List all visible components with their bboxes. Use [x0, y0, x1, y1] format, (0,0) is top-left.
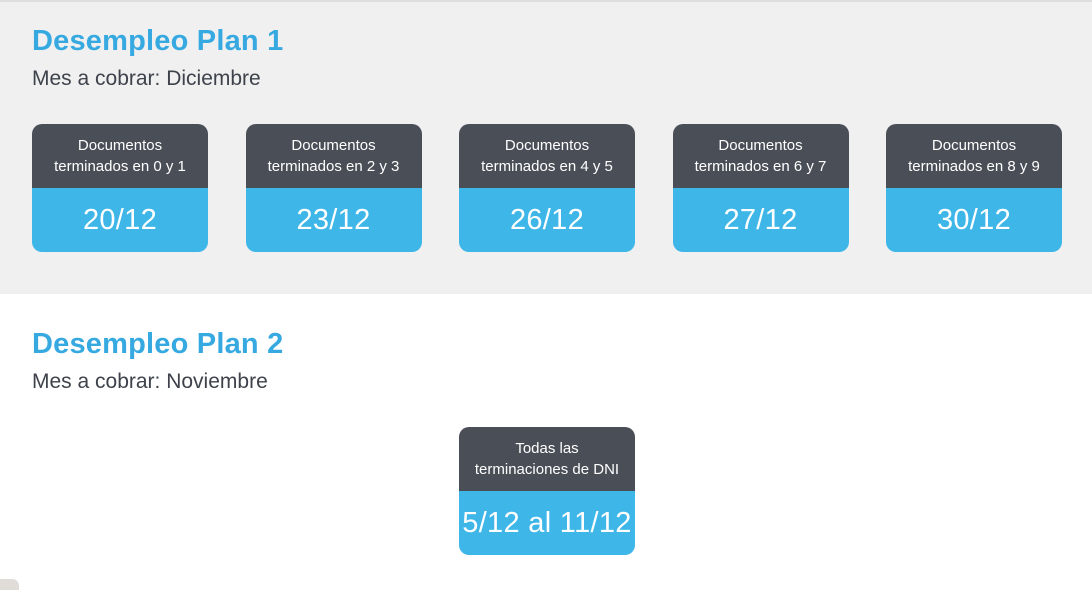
card-document-endings-label: Documentos terminados en 4 y 5: [459, 124, 635, 188]
card-label-line2: terminaciones de DNI: [474, 461, 620, 478]
payment-card-endings-8-9: Documentos terminados en 8 y 9 30/12: [886, 124, 1062, 252]
card-payment-date: 26/12: [459, 188, 635, 252]
card-label-line1: Documentos: [77, 137, 163, 154]
card-payment-date: 20/12: [32, 188, 208, 252]
card-label-line2: terminados en 8 y 9: [908, 158, 1040, 175]
card-label-line1: Documentos: [931, 137, 1017, 154]
card-document-endings-label: Todas las terminaciones de DNI: [459, 427, 635, 491]
plan-2-month-subtitle: Mes a cobrar: Noviembre: [32, 370, 268, 393]
card-document-endings-label: Documentos terminados en 6 y 7: [672, 124, 849, 188]
plan-2-title: Desempleo Plan 2: [32, 328, 284, 360]
card-label-line1: Documentos: [504, 137, 590, 154]
card-payment-date: 30/12: [886, 188, 1062, 252]
plan-1-title: Desempleo Plan 1: [32, 25, 284, 57]
card-label-line2: terminados en 0 y 1: [54, 158, 186, 175]
payment-card-all-dni-endings: Todas las terminaciones de DNI 5/12 al 1…: [459, 427, 635, 555]
card-label-line1: Todas las: [515, 440, 579, 457]
plan-2-payment-cards-row: Todas las terminaciones de DNI 5/12 al 1…: [32, 427, 1062, 555]
card-label-line2: terminados en 6 y 7: [694, 158, 827, 175]
section-plan-2: Desempleo Plan 2 Mes a cobrar: Noviembre…: [0, 294, 1092, 555]
card-document-endings-label: Documentos terminados en 8 y 9: [886, 124, 1062, 188]
bottom-left-partial-widget: [0, 579, 19, 590]
plan-1-payment-cards-row: Documentos terminados en 0 y 1 20/12 Doc…: [32, 124, 1062, 252]
card-label-line1: Documentos: [291, 137, 376, 154]
card-payment-date: 5/12 al 11/12: [459, 491, 635, 555]
card-document-endings-label: Documentos terminados en 0 y 1: [32, 124, 208, 188]
card-document-endings-label: Documentos terminados en 2 y 3: [245, 124, 422, 188]
card-label-line1: Documentos: [718, 137, 803, 154]
payment-card-endings-4-5: Documentos terminados en 4 y 5 26/12: [459, 124, 635, 252]
card-payment-date: 23/12: [245, 188, 422, 252]
payment-card-endings-2-3: Documentos terminados en 2 y 3 23/12: [245, 124, 422, 252]
section-plan-1: Desempleo Plan 1 Mes a cobrar: Diciembre…: [0, 2, 1092, 294]
payment-card-endings-6-7: Documentos terminados en 6 y 7 27/12: [672, 124, 849, 252]
card-label-line2: terminados en 4 y 5: [481, 158, 613, 175]
card-payment-date: 27/12: [672, 188, 849, 252]
plan-1-month-subtitle: Mes a cobrar: Diciembre: [32, 67, 261, 90]
card-label-line2: terminados en 2 y 3: [267, 158, 400, 175]
payment-card-endings-0-1: Documentos terminados en 0 y 1 20/12: [32, 124, 208, 252]
